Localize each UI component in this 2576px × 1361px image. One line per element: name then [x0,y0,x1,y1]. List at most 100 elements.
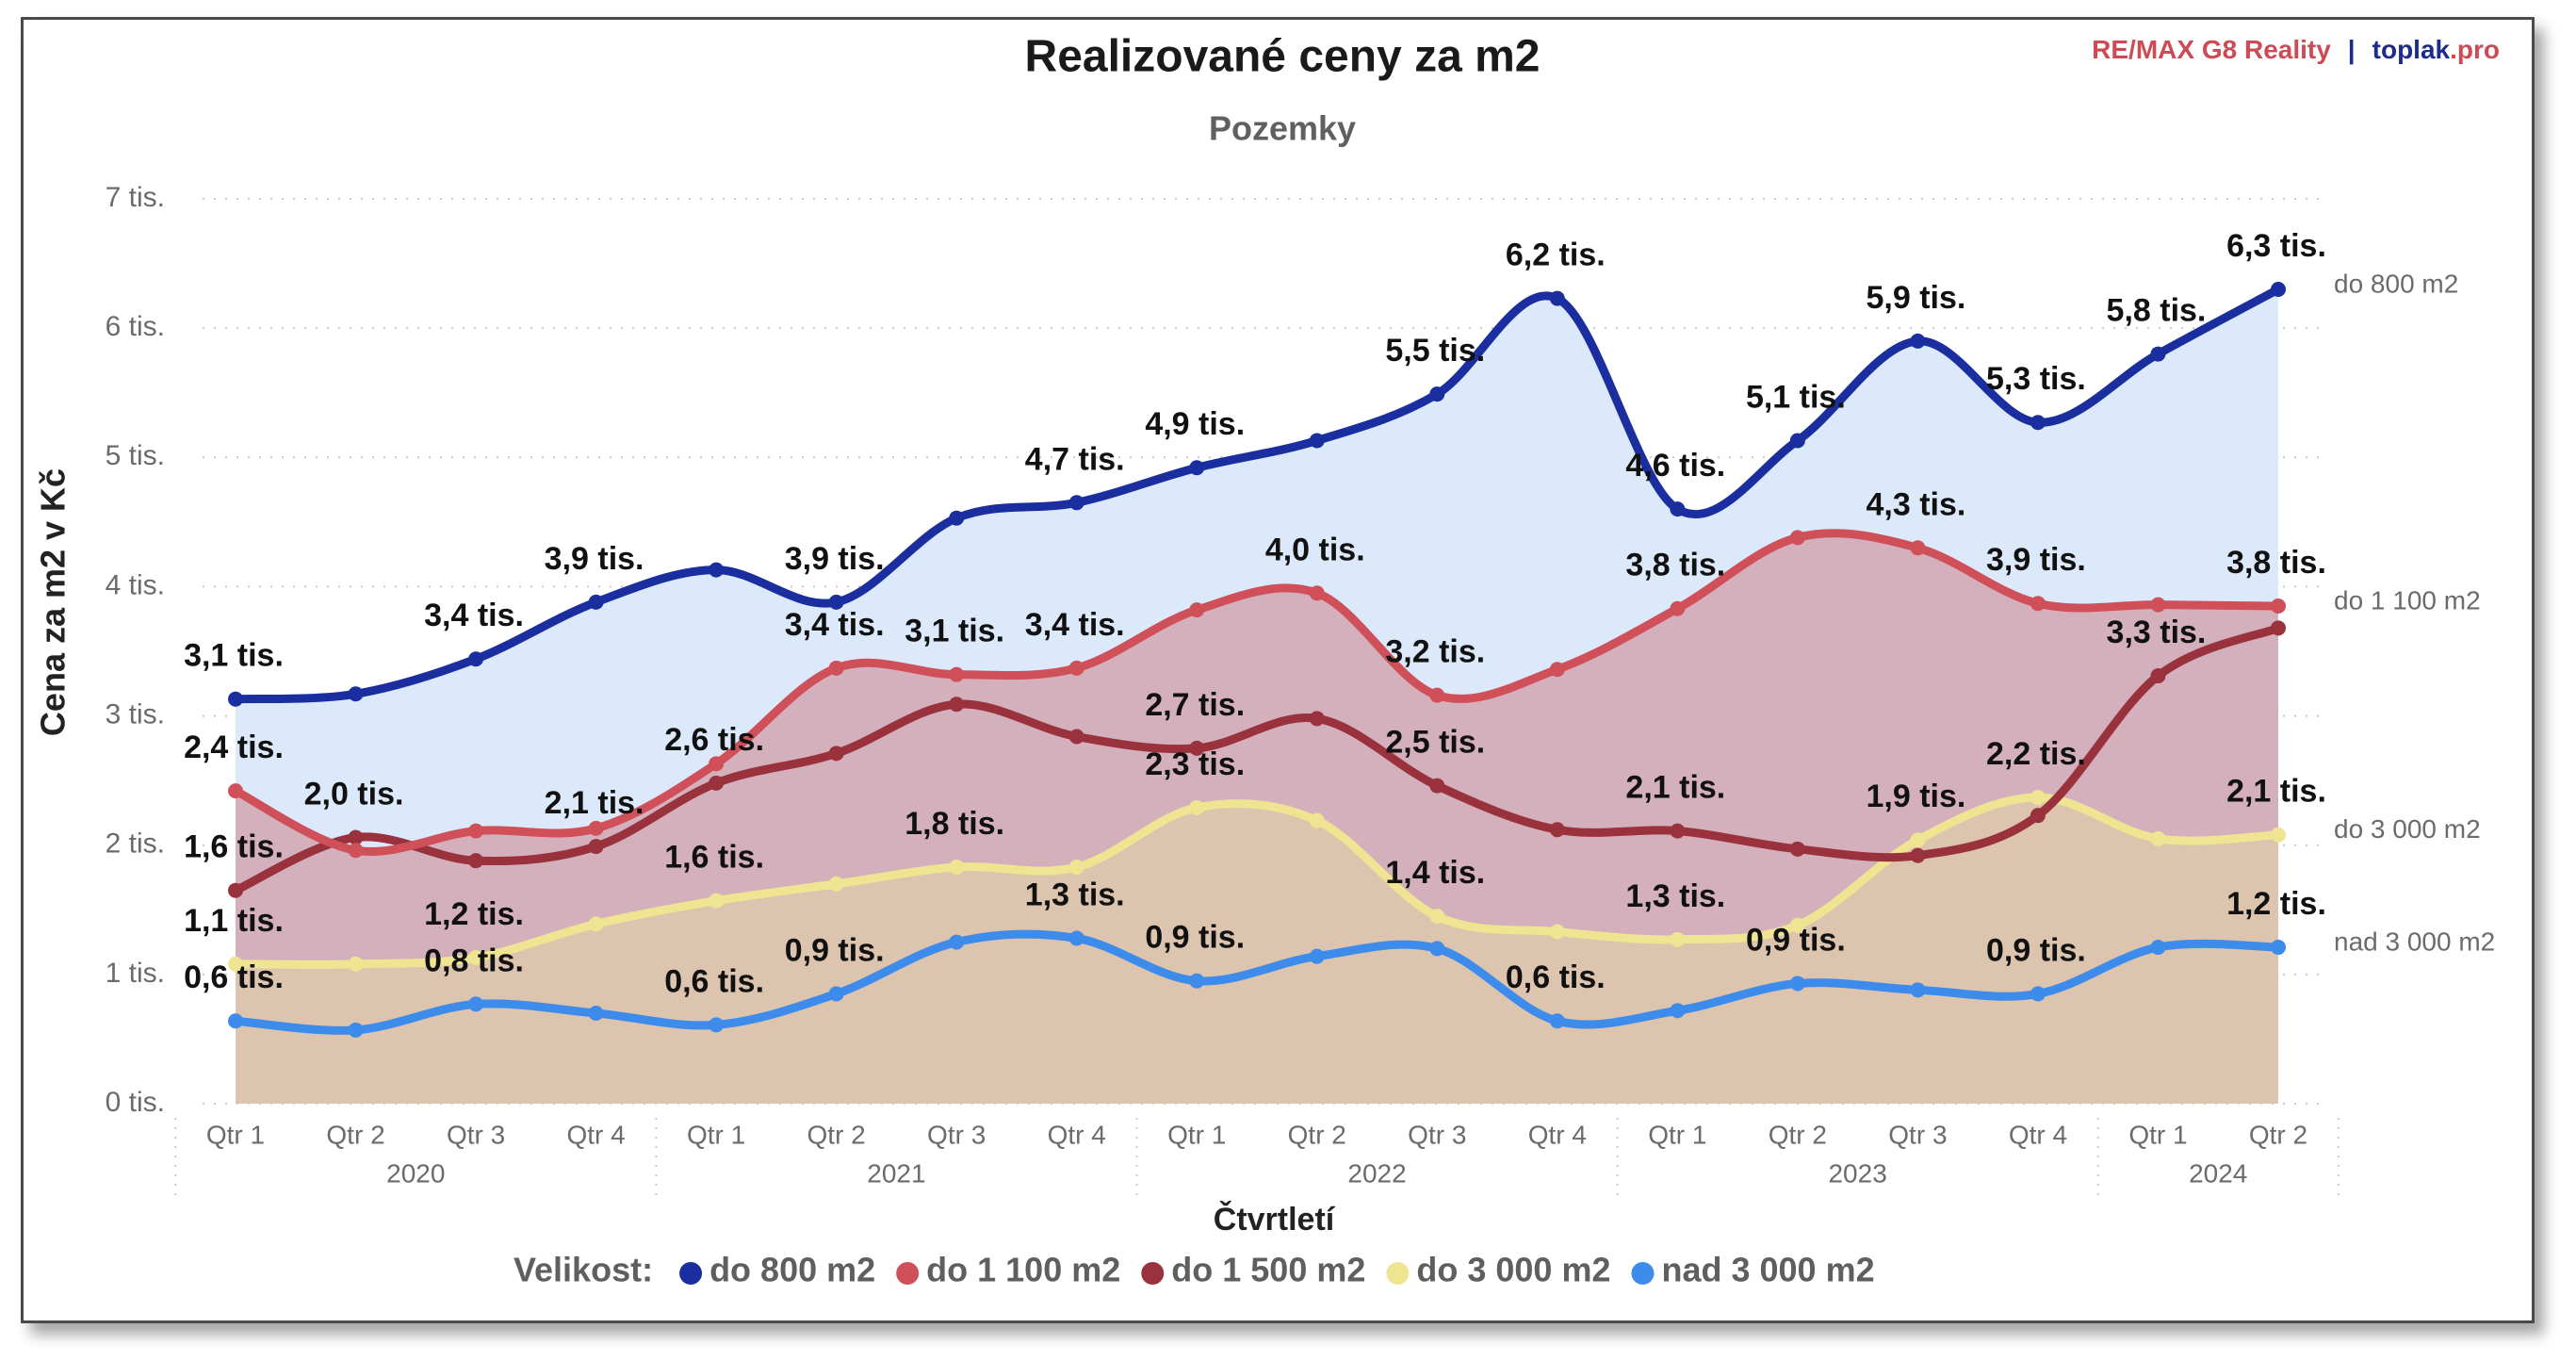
data-point [1670,1003,1686,1019]
area-fill [236,796,2278,1104]
data-label: 3,1 tis. [184,638,284,674]
series-end-label: do 1 100 m2 [2334,585,2481,615]
data-label: 5,3 tis. [1986,361,2086,397]
data-point [2271,827,2286,843]
data-label: 4,0 tis. [1265,532,1365,567]
data-label: 0,9 tis. [1986,932,2086,968]
data-label: 1,2 tis. [424,896,524,932]
legend-title: Velikost: [514,1251,653,1289]
data-point [1309,585,1325,601]
data-point [828,746,844,762]
data-label: 2,5 tis. [1385,725,1485,761]
data-label: 3,3 tis. [2107,615,2207,650]
x-tick-label: Qtr 4 [1528,1120,1587,1149]
data-label: 0,6 tis. [184,959,284,995]
y-tick-label: 3 tis. [106,698,165,730]
brand-logo: RE/MAX G8 Reality | toplak.pro [2092,35,2500,64]
chart-title: Realizované ceny za m2 [1025,32,1541,82]
data-label: 1,2 tis. [2226,886,2326,922]
data-label: 3,4 tis. [424,598,524,633]
data-point [2150,940,2166,956]
data-point [228,1013,243,1029]
data-point [828,876,844,892]
data-point [588,820,604,836]
data-point [2271,620,2286,636]
data-point [2150,597,2166,613]
data-point [1429,778,1445,794]
x-year-label: 2021 [867,1158,925,1188]
data-point [2271,940,2286,956]
data-label: 1,1 tis. [184,903,284,939]
x-tick-label: Qtr 1 [2128,1120,2187,1149]
data-point [2030,789,2046,805]
data-point [2150,668,2166,684]
chart-frame: 3,1 tis. 3,4 tis. 3,9 tis. 3,9 tis. 4,7 tis.… [21,17,2535,1323]
data-label: 0,6 tis. [664,963,764,999]
data-point [1309,948,1325,964]
data-point [709,562,725,578]
data-label: 2,6 tis. [664,722,764,758]
data-point [949,860,965,876]
data-point [468,996,484,1012]
data-label: 1,3 tis. [1025,877,1125,912]
data-point [828,660,844,676]
series-line [231,529,2283,856]
series-line [231,929,2283,1035]
x-tick-label: Qtr 3 [1888,1120,1947,1149]
data-label: 4,9 tis. [1145,406,1245,442]
y-tick-label: 0 tis. [106,1087,165,1118]
x-tick-label: Qtr 4 [566,1120,625,1149]
data-point [228,956,243,972]
legend-item-label: nad 3 000 m2 [1661,1251,1874,1289]
legend-marker [1141,1262,1165,1285]
data-label: 3,8 tis. [2226,545,2326,581]
data-label: 5,1 tis. [1746,379,1846,415]
y-axis-title: Cena za m2 v Kč [34,468,73,736]
x-tick-label: Qtr 2 [2249,1120,2307,1149]
data-point [348,686,364,702]
data-label: 0,9 tis. [1145,920,1245,956]
data-label: 3,2 tis. [1385,634,1485,670]
x-tick-label: Qtr 1 [1167,1120,1226,1149]
data-label: 0,8 tis. [424,943,524,978]
series-end-label: do 3 000 m2 [2334,814,2481,844]
x-tick-label: Qtr 3 [447,1120,505,1149]
x-axis-title: Čtvrtletí [1214,1201,1336,1238]
area-fills [236,289,2278,1104]
legend-item-label: do 1 100 m2 [926,1251,1120,1289]
legend-marker [896,1262,920,1285]
data-point [1429,687,1445,703]
data-point [1068,729,1084,745]
legend-item-label: do 3 000 m2 [1416,1251,1610,1289]
data-point [588,594,604,610]
x-tick-label: Qtr 1 [687,1120,745,1149]
data-point [1789,433,1805,449]
data-label: 5,5 tis. [1385,333,1485,369]
data-label: 2,3 tis. [1145,746,1245,782]
series-end-label: nad 3 000 m2 [2334,926,2495,956]
data-point [709,756,725,772]
data-point [1670,823,1686,839]
data-label: 3,8 tis. [1625,548,1725,583]
data-point [1549,1013,1565,1029]
data-label: 6,2 tis. [1506,238,1606,273]
data-label: 3,9 tis. [785,541,885,577]
data-label: 3,9 tis. [1986,542,2086,578]
x-tick-label: Qtr 1 [206,1120,265,1149]
x-tick-label: Qtr 4 [2009,1120,2067,1149]
data-point [1429,941,1445,957]
data-point [2271,599,2286,614]
data-point [2030,986,2046,1002]
data-label: 3,4 tis. [785,607,885,643]
data-point [1068,660,1084,676]
data-point [348,843,364,859]
data-label: 3,1 tis. [905,614,1004,649]
data-labels: 3,1 tis. 3,4 tis. 3,9 tis. 3,9 tis. 4,7 tis.… [184,228,2495,999]
data-point [1189,460,1205,476]
data-label: 0,9 tis. [785,932,885,968]
data-point [1429,386,1445,402]
data-point [1789,530,1805,546]
data-point [1309,433,1325,449]
data-point [2030,415,2046,431]
data-label: 1,6 tis. [664,840,764,876]
